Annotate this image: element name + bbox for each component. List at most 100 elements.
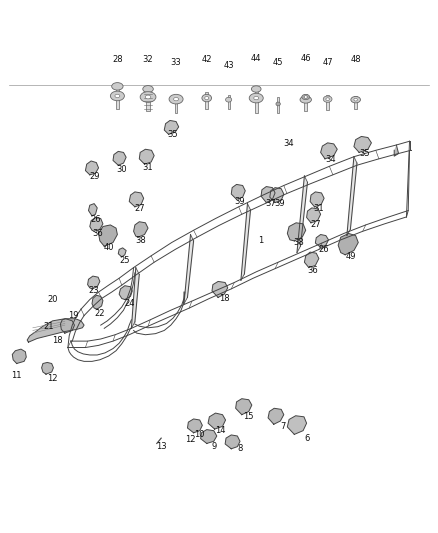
- Text: 9: 9: [212, 442, 217, 450]
- Text: 31: 31: [143, 164, 153, 172]
- Text: 49: 49: [345, 253, 356, 261]
- Polygon shape: [12, 349, 26, 364]
- Ellipse shape: [205, 96, 208, 100]
- Polygon shape: [139, 149, 154, 164]
- Text: 13: 13: [156, 442, 166, 450]
- Text: 48: 48: [350, 55, 361, 64]
- Text: 14: 14: [215, 426, 226, 434]
- Ellipse shape: [249, 93, 263, 103]
- Text: 7: 7: [280, 422, 285, 431]
- Text: 18: 18: [53, 336, 63, 344]
- Bar: [277, 97, 279, 113]
- Text: 32: 32: [143, 55, 153, 64]
- Ellipse shape: [145, 95, 151, 99]
- Ellipse shape: [115, 94, 120, 98]
- Text: 11: 11: [11, 372, 22, 380]
- Polygon shape: [113, 151, 126, 165]
- Polygon shape: [118, 248, 126, 257]
- Text: 27: 27: [310, 221, 321, 229]
- Bar: [304, 94, 307, 111]
- Polygon shape: [307, 208, 321, 223]
- Text: 39: 39: [235, 197, 245, 206]
- Text: 40: 40: [103, 244, 114, 252]
- Bar: [255, 91, 258, 113]
- Text: 39: 39: [274, 199, 285, 208]
- Polygon shape: [92, 295, 103, 309]
- Text: 27: 27: [134, 205, 145, 213]
- Text: 47: 47: [322, 59, 333, 67]
- Text: 22: 22: [95, 309, 105, 318]
- Text: 12: 12: [185, 435, 196, 444]
- Text: 12: 12: [47, 374, 58, 383]
- Ellipse shape: [302, 94, 310, 100]
- Ellipse shape: [226, 97, 232, 102]
- Text: 29: 29: [89, 173, 99, 181]
- Polygon shape: [236, 399, 252, 415]
- Polygon shape: [268, 408, 284, 424]
- Ellipse shape: [300, 96, 311, 103]
- Text: 34: 34: [283, 140, 293, 148]
- Text: 37: 37: [265, 199, 276, 208]
- Text: 23: 23: [89, 286, 99, 295]
- Ellipse shape: [202, 94, 212, 102]
- Polygon shape: [42, 362, 53, 374]
- Text: 26: 26: [319, 245, 329, 254]
- Polygon shape: [241, 204, 251, 280]
- Polygon shape: [297, 176, 307, 253]
- Text: 8: 8: [237, 445, 243, 453]
- Text: 35: 35: [359, 149, 370, 158]
- Ellipse shape: [169, 94, 183, 104]
- Bar: [146, 91, 150, 111]
- Ellipse shape: [110, 91, 124, 101]
- Polygon shape: [119, 286, 132, 300]
- Text: 24: 24: [124, 300, 134, 308]
- Polygon shape: [134, 222, 148, 237]
- Bar: [228, 95, 230, 109]
- Text: 21: 21: [43, 322, 53, 330]
- Text: 31: 31: [314, 205, 324, 213]
- Text: 42: 42: [201, 55, 212, 64]
- Ellipse shape: [112, 83, 123, 90]
- Polygon shape: [184, 235, 194, 304]
- Polygon shape: [208, 413, 226, 429]
- Polygon shape: [270, 188, 284, 203]
- Text: 38: 38: [293, 238, 304, 247]
- Polygon shape: [321, 143, 337, 159]
- Text: 36: 36: [308, 266, 318, 275]
- Polygon shape: [231, 184, 245, 199]
- Text: 15: 15: [244, 413, 254, 421]
- Text: 19: 19: [68, 311, 79, 320]
- Polygon shape: [304, 252, 319, 268]
- Text: 44: 44: [251, 54, 261, 63]
- Polygon shape: [354, 136, 371, 152]
- Polygon shape: [287, 223, 306, 241]
- Text: 18: 18: [219, 294, 230, 303]
- Polygon shape: [315, 235, 328, 247]
- Polygon shape: [88, 276, 100, 289]
- Polygon shape: [129, 192, 144, 207]
- Text: 35: 35: [168, 130, 178, 139]
- Ellipse shape: [173, 98, 179, 101]
- Polygon shape: [201, 430, 217, 443]
- Bar: [205, 92, 208, 109]
- Text: 25: 25: [120, 256, 130, 264]
- Ellipse shape: [323, 96, 332, 102]
- Polygon shape: [347, 157, 357, 236]
- Polygon shape: [131, 268, 139, 328]
- Bar: [175, 95, 177, 113]
- Text: 33: 33: [171, 59, 181, 67]
- Polygon shape: [27, 319, 84, 342]
- Polygon shape: [338, 233, 358, 255]
- Text: 34: 34: [325, 156, 336, 164]
- Text: 36: 36: [92, 229, 102, 238]
- Text: 26: 26: [90, 215, 101, 224]
- Ellipse shape: [304, 96, 307, 98]
- Bar: [326, 95, 329, 110]
- Text: 38: 38: [136, 237, 146, 245]
- Polygon shape: [394, 145, 399, 156]
- Polygon shape: [164, 120, 179, 134]
- Text: 10: 10: [194, 430, 205, 439]
- Text: 28: 28: [112, 55, 123, 64]
- Polygon shape: [99, 225, 117, 246]
- Ellipse shape: [254, 96, 259, 100]
